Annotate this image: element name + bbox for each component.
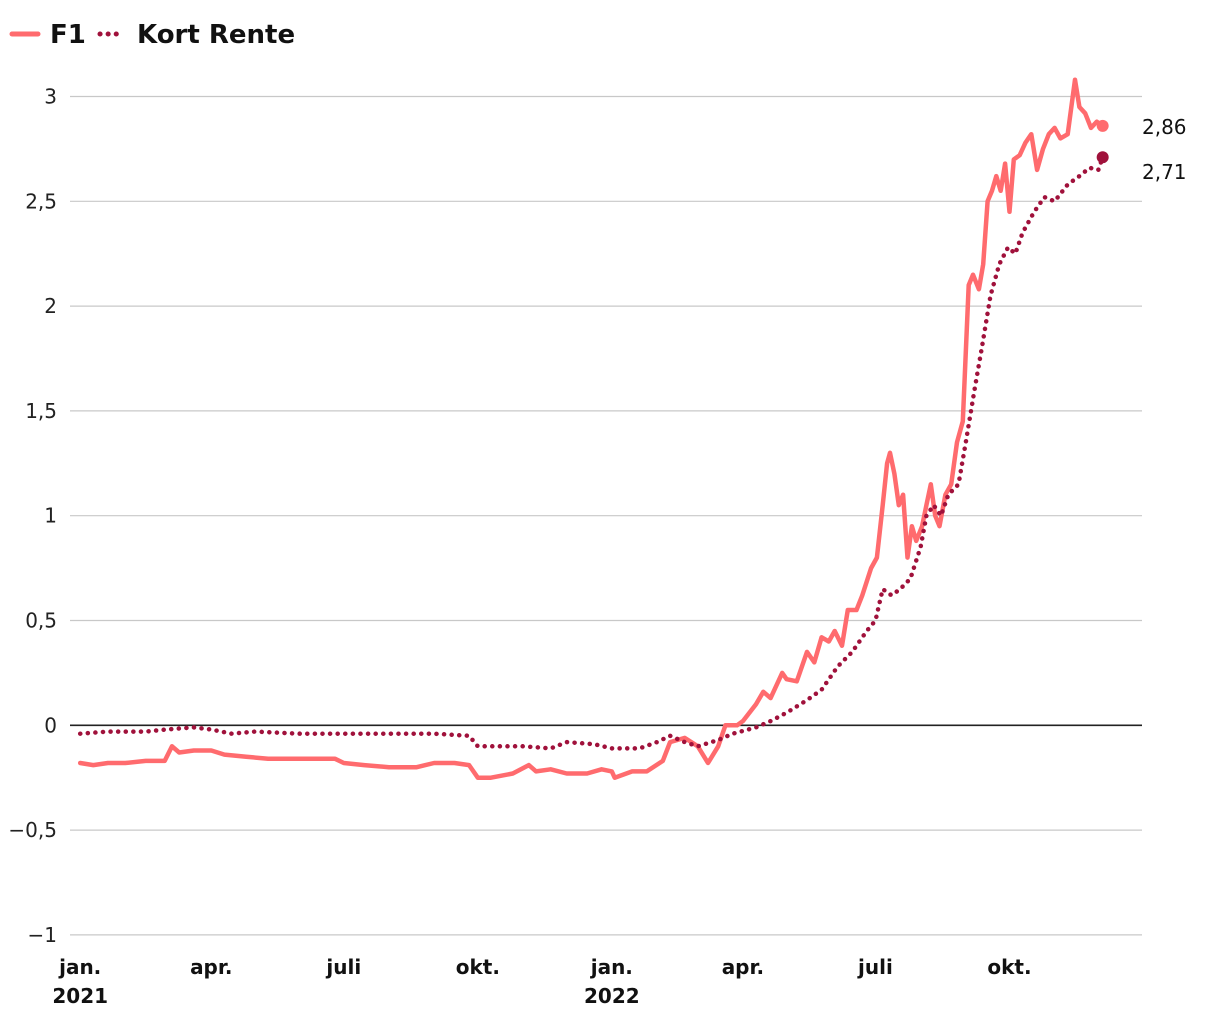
- x-tick-label: apr.: [190, 955, 232, 979]
- y-tick-label: 1,5: [25, 399, 57, 423]
- y-tick-label: 3: [44, 85, 57, 109]
- end-labels: 2,86 2,71: [1142, 115, 1187, 184]
- x-tick-label: jan.: [58, 955, 101, 979]
- x-tick-label: apr.: [722, 955, 764, 979]
- y-gridlines: [70, 95, 1142, 936]
- y-tick-label: −1: [28, 923, 57, 947]
- legend-label-f1: F1: [50, 20, 86, 50]
- x-tick-label: okt.: [456, 955, 500, 979]
- end-marker-kort-rente: [1096, 151, 1109, 164]
- x-tick-label: okt.: [987, 955, 1031, 979]
- x-axis-ticks: jan. 2021 apr. juli okt. jan. 2022 apr. juli okt.: [52, 955, 1031, 1008]
- y-tick-label: −0,5: [8, 818, 57, 842]
- series-line-f1: [77, 77, 1105, 780]
- y-tick-label: 0: [44, 713, 57, 737]
- end-label-kort-rente: 2,71: [1142, 160, 1187, 184]
- chart-legend: F1 Kort Rente: [9, 20, 295, 50]
- x-tick-year-label: 2021: [52, 984, 108, 1008]
- x-tick-year-label: 2022: [584, 984, 640, 1008]
- end-marker-f1: [1096, 119, 1109, 132]
- chart-series: [77, 77, 1109, 780]
- legend-label-kort-rente: Kort Rente: [137, 20, 295, 50]
- x-tick-label: juli: [325, 955, 361, 979]
- y-axis-ticks: 3 2,5 2 1,5 1 0,5 0 −0,5 −1: [8, 85, 57, 947]
- y-tick-label: 2,5: [25, 189, 57, 213]
- y-tick-label: 0,5: [25, 609, 57, 633]
- end-label-f1: 2,86: [1142, 115, 1187, 139]
- x-tick-label: juli: [857, 955, 893, 979]
- y-tick-label: 2: [44, 294, 57, 318]
- x-tick-label: jan.: [590, 955, 633, 979]
- y-tick-label: 1: [44, 504, 57, 528]
- series-line-kort-rente: [77, 155, 1105, 751]
